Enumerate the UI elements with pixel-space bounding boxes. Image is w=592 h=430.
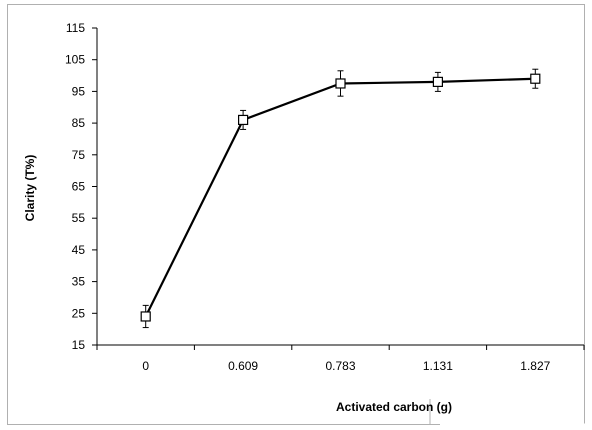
data-point-marker — [530, 73, 541, 84]
y-tick-label: 65 — [72, 180, 86, 194]
y-tick-label: 15 — [72, 338, 86, 352]
x-tick-label: 0.609 — [228, 359, 258, 373]
y-tick-label: 25 — [72, 306, 86, 320]
data-markers — [140, 73, 541, 322]
y-tick-label: 75 — [72, 148, 86, 162]
y-tick-label: 115 — [66, 21, 85, 35]
data-point-marker — [140, 311, 151, 322]
y-tick-labels: 115 105 95 85 75 65 55 45 35 25 15 — [65, 21, 85, 352]
x-tick-label: 1.827 — [520, 359, 550, 373]
y-tick-label: 85 — [72, 116, 86, 130]
chart-border — [7, 4, 585, 425]
x-tick-label: 0.783 — [325, 359, 355, 373]
data-point-marker — [335, 78, 346, 89]
x-tick-label: 1.131 — [423, 359, 453, 373]
x-tick-label: 0 — [142, 359, 149, 373]
series-line — [144, 77, 536, 317]
data-point-marker — [432, 76, 443, 87]
x-tick-labels: 0 0.609 0.783 1.131 1.827 — [142, 359, 550, 373]
y-tick-label: 35 — [72, 275, 86, 289]
x-axis-title: Activated carbon (g) — [336, 400, 452, 414]
y-tick-label: 55 — [72, 211, 86, 225]
data-point-marker — [238, 114, 249, 126]
y-tick-label: 45 — [72, 243, 86, 257]
series-line-group — [144, 77, 536, 317]
y-tick-label: 105 — [65, 53, 85, 67]
y-axis-title: Clarity (T%) — [23, 155, 37, 222]
error-bars — [142, 68, 539, 329]
axes — [92, 27, 585, 350]
y-tick-label: 95 — [72, 84, 86, 98]
